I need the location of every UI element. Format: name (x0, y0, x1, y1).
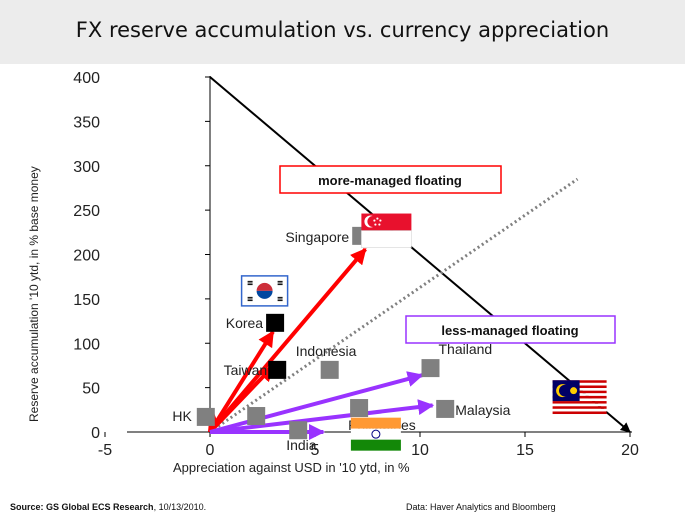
more-managed-arrow (208, 247, 367, 434)
title-band (0, 0, 685, 64)
less-managed-arrow (209, 399, 435, 434)
reference-solid-line (209, 76, 631, 433)
india-flag-icon (350, 417, 401, 451)
source-note: Source: GS Global ECS Research, 10/13/20… (10, 502, 206, 512)
data-point-taiwan (268, 360, 287, 379)
data-point-india (289, 421, 308, 440)
y-tick-label: 300 (73, 159, 100, 176)
x-tick-label: 10 (411, 442, 429, 459)
less-managed-box (405, 315, 616, 344)
y-tick-label: 0 (91, 425, 100, 442)
x-tick-label: 15 (516, 442, 534, 459)
data-point-indonesia (320, 360, 339, 379)
more-managed-arrow (208, 364, 275, 434)
y-tick-label: 150 (73, 292, 100, 309)
chart-title: FX reserve accumulation vs. currency app… (75, 18, 610, 42)
parity-dotted-line (209, 177, 579, 434)
point-label-thailand: Thailand (439, 341, 493, 357)
data-point-malaysia (436, 399, 455, 418)
y-axis-label: Reserve accumulation '10 ytd, in % base … (27, 166, 41, 422)
data-point-thailand (421, 359, 440, 378)
point-label-taiwan: Taiwan (224, 362, 268, 378)
more-managed-arrow (208, 330, 275, 434)
point-label-hk: HK (172, 408, 192, 424)
korea-flag-icon (240, 275, 289, 307)
malaysia-flag-icon (552, 380, 607, 417)
less-managed-arrow (209, 371, 424, 434)
point-label-korea: Korea (226, 315, 264, 331)
y-tick-label: 400 (73, 70, 100, 87)
x-tick-label: -5 (98, 442, 112, 459)
more-managed-label: more-managed floating (318, 173, 462, 188)
source-label: Source: GS Global ECS Research (10, 502, 154, 512)
data-point-korea (266, 313, 285, 332)
less-managed-label: less-managed floating (441, 323, 578, 338)
data-note: Data: Haver Analytics and Bloomberg (406, 502, 556, 512)
singapore-flag-icon (361, 213, 412, 248)
data-point-hk (196, 407, 215, 426)
source-date: , 10/13/2010. (153, 502, 207, 512)
y-tick-label: 250 (73, 203, 100, 220)
point-label-india: India (286, 437, 317, 453)
x-tick-label: 0 (206, 442, 215, 459)
more-managed-box (279, 165, 502, 194)
x-tick-label: 20 (621, 442, 639, 459)
y-tick-label: 200 (73, 248, 100, 265)
point-label-malaysia: Malaysia (455, 402, 510, 418)
point-label-singapore: Singapore (285, 229, 349, 245)
data-point-philippines (350, 399, 369, 418)
data-point (247, 407, 266, 426)
x-tick-label: 5 (311, 442, 320, 459)
y-tick-label: 50 (82, 381, 100, 398)
y-tick-label: 350 (73, 114, 100, 131)
point-label-indonesia: Indonesia (296, 343, 357, 359)
x-axis-label: Appreciation against USD in '10 ytd, in … (173, 460, 410, 475)
y-tick-label: 100 (73, 336, 100, 353)
